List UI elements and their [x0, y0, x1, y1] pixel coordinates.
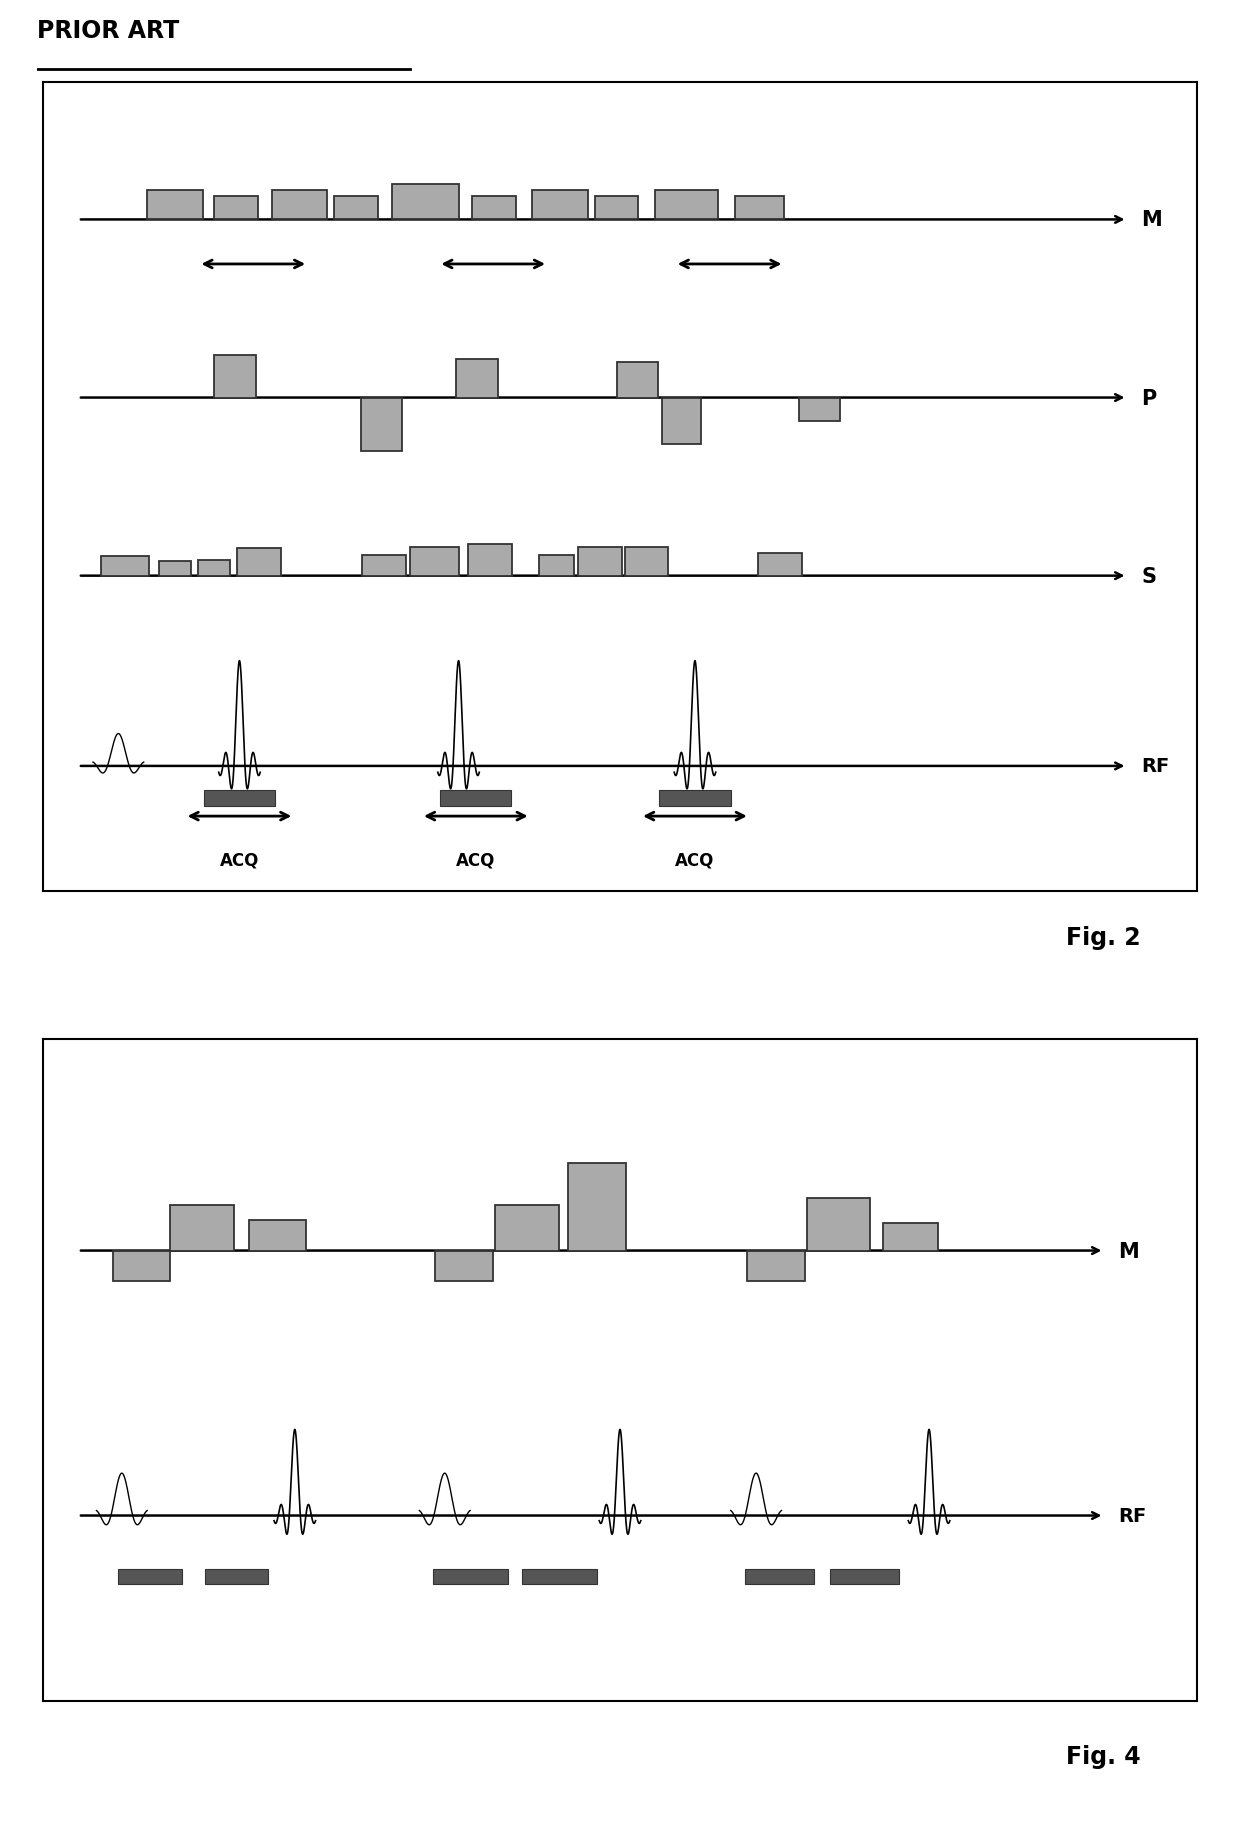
Bar: [433, 1569, 508, 1583]
Bar: [735, 197, 784, 221]
Bar: [496, 1206, 559, 1251]
Bar: [198, 561, 231, 576]
Bar: [595, 197, 639, 221]
Bar: [361, 399, 402, 452]
Bar: [148, 191, 202, 221]
Text: M: M: [1118, 1241, 1138, 1262]
Text: Fig. 2: Fig. 2: [1065, 925, 1141, 951]
Text: S: S: [1141, 566, 1156, 587]
Bar: [532, 191, 588, 221]
Bar: [744, 1569, 813, 1583]
Text: PRIOR ART: PRIOR ART: [37, 18, 180, 42]
Bar: [522, 1569, 596, 1583]
Text: ACQ: ACQ: [456, 851, 496, 870]
Text: RF: RF: [1118, 1506, 1147, 1525]
Bar: [759, 554, 802, 576]
Bar: [215, 355, 255, 399]
Bar: [272, 191, 327, 221]
Bar: [830, 1569, 899, 1583]
Bar: [472, 197, 516, 221]
Bar: [799, 399, 841, 423]
Bar: [215, 197, 258, 221]
Text: ACQ: ACQ: [219, 851, 259, 870]
Bar: [334, 197, 378, 221]
Bar: [655, 191, 718, 221]
Bar: [113, 1251, 170, 1282]
Text: Fig. 4: Fig. 4: [1065, 1743, 1141, 1769]
Bar: [746, 1251, 805, 1282]
Bar: [205, 1569, 268, 1583]
Bar: [568, 1164, 626, 1251]
Bar: [579, 548, 622, 576]
Bar: [237, 550, 281, 576]
Bar: [410, 548, 459, 576]
Text: ACQ: ACQ: [676, 851, 714, 870]
Bar: [625, 548, 668, 576]
Bar: [467, 544, 512, 576]
Bar: [203, 791, 275, 807]
Bar: [118, 1569, 182, 1583]
Bar: [392, 186, 459, 221]
Bar: [616, 362, 658, 399]
Bar: [456, 360, 497, 399]
Bar: [661, 399, 701, 445]
Text: P: P: [1141, 388, 1157, 408]
Bar: [440, 791, 511, 807]
Bar: [660, 791, 730, 807]
Bar: [170, 1206, 233, 1251]
Bar: [807, 1199, 870, 1251]
Text: RF: RF: [1141, 758, 1169, 776]
Text: M: M: [1141, 210, 1162, 230]
Bar: [249, 1221, 306, 1251]
Bar: [102, 557, 150, 576]
Bar: [539, 555, 574, 576]
Bar: [159, 561, 191, 576]
Bar: [883, 1223, 939, 1251]
Bar: [435, 1251, 494, 1282]
Bar: [362, 555, 405, 576]
